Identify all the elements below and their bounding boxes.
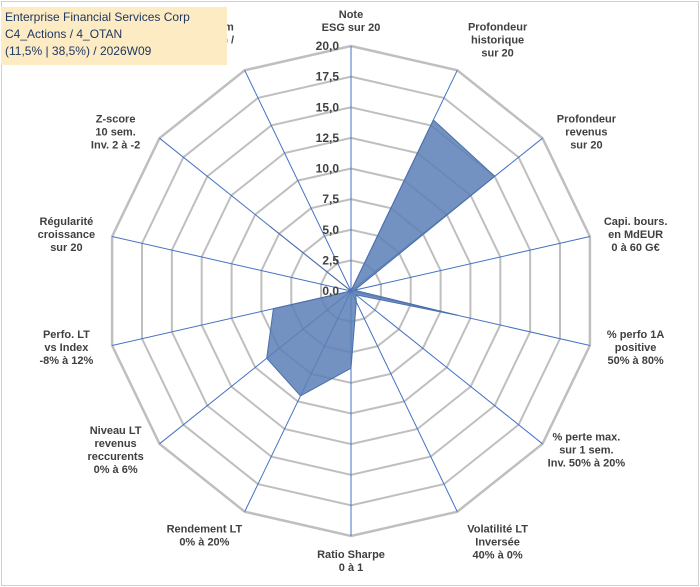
- axis-spoke-3: [350, 236, 591, 292]
- tick-label: 20,0: [316, 39, 340, 53]
- axis-label-3: Capi. bours. en MdEUR 0 à 60 G€: [604, 216, 668, 254]
- data-point-9: [266, 357, 268, 359]
- axis-label-11: Régularité croissance sur 20: [38, 216, 95, 254]
- axis-label-12: Z-score 10 sem. Inv. 2 à -2: [91, 114, 140, 152]
- data-point-1: [432, 119, 434, 121]
- title-company: Enterprise Financial Services Corp: [5, 10, 190, 24]
- tick-label: 0,0: [322, 284, 339, 298]
- data-point-3: [354, 289, 356, 291]
- axis-labels: Note ESG sur 20 Profondeur historique sur 20…: [38, 9, 668, 574]
- radar-series: [266, 119, 496, 397]
- axis-label-8: Rendement LT 0% à 20%: [167, 524, 243, 549]
- radial-tick-labels: 0,0 2,5 5,0 7,5 10,0 12,5 15,0 17,5 20,0: [316, 39, 340, 298]
- axis-label-5: % perte max. sur 1 sem. Inv. 50% à 20%: [548, 432, 626, 470]
- axis-label-9: Niveau LT revenus reccurents 0% à 6%: [87, 425, 143, 476]
- data-point-10: [272, 308, 274, 310]
- tick-label: 12,5: [316, 131, 340, 145]
- data-point-6: [355, 301, 357, 303]
- axis-label-10: Perfo. LT vs Index -8% à 12%: [39, 329, 93, 367]
- tick-label: 10,0: [316, 162, 340, 176]
- axis-label-2: Profondeur revenus sur 20: [557, 114, 617, 152]
- chart-title-box: Enterprise Financial Services Corp C4_Ac…: [1, 7, 227, 65]
- data-point-13: [350, 290, 352, 292]
- data-point-8: [300, 395, 301, 397]
- tick-label: 5,0: [322, 223, 339, 237]
- data-point-5: [355, 294, 357, 296]
- tick-label: 17,5: [316, 70, 340, 84]
- data-point-12: [269, 225, 271, 227]
- data-point-2: [494, 175, 496, 177]
- axis-spoke-6: [350, 290, 458, 512]
- axis-spoke-11: [111, 236, 352, 292]
- axis-label-0: Note ESG sur 20: [322, 9, 381, 34]
- axis-spoke-5: [350, 290, 543, 445]
- axis-label-4: % perfo 1A positive 50% à 80%: [607, 329, 665, 367]
- axis-label-1: Profondeur historique sur 20: [468, 21, 528, 59]
- title-category: C4_Actions / 4_OTAN: [5, 27, 123, 41]
- tick-label: 15,0: [316, 100, 340, 114]
- tick-label: 2,5: [322, 253, 339, 267]
- data-point-4: [458, 315, 459, 316]
- series-area: [266, 119, 496, 397]
- data-point-7: [350, 367, 352, 369]
- axis-spoke-13: [244, 70, 352, 292]
- title-stats: (11,5% | 38,5%) / 2026W09: [5, 44, 152, 58]
- axis-label-6: Volatilité LT Inversée 40% à 0%: [467, 524, 528, 562]
- tick-label: 7,5: [322, 192, 339, 206]
- axis-label-7: Ratio Sharpe 0 à 1: [317, 549, 385, 574]
